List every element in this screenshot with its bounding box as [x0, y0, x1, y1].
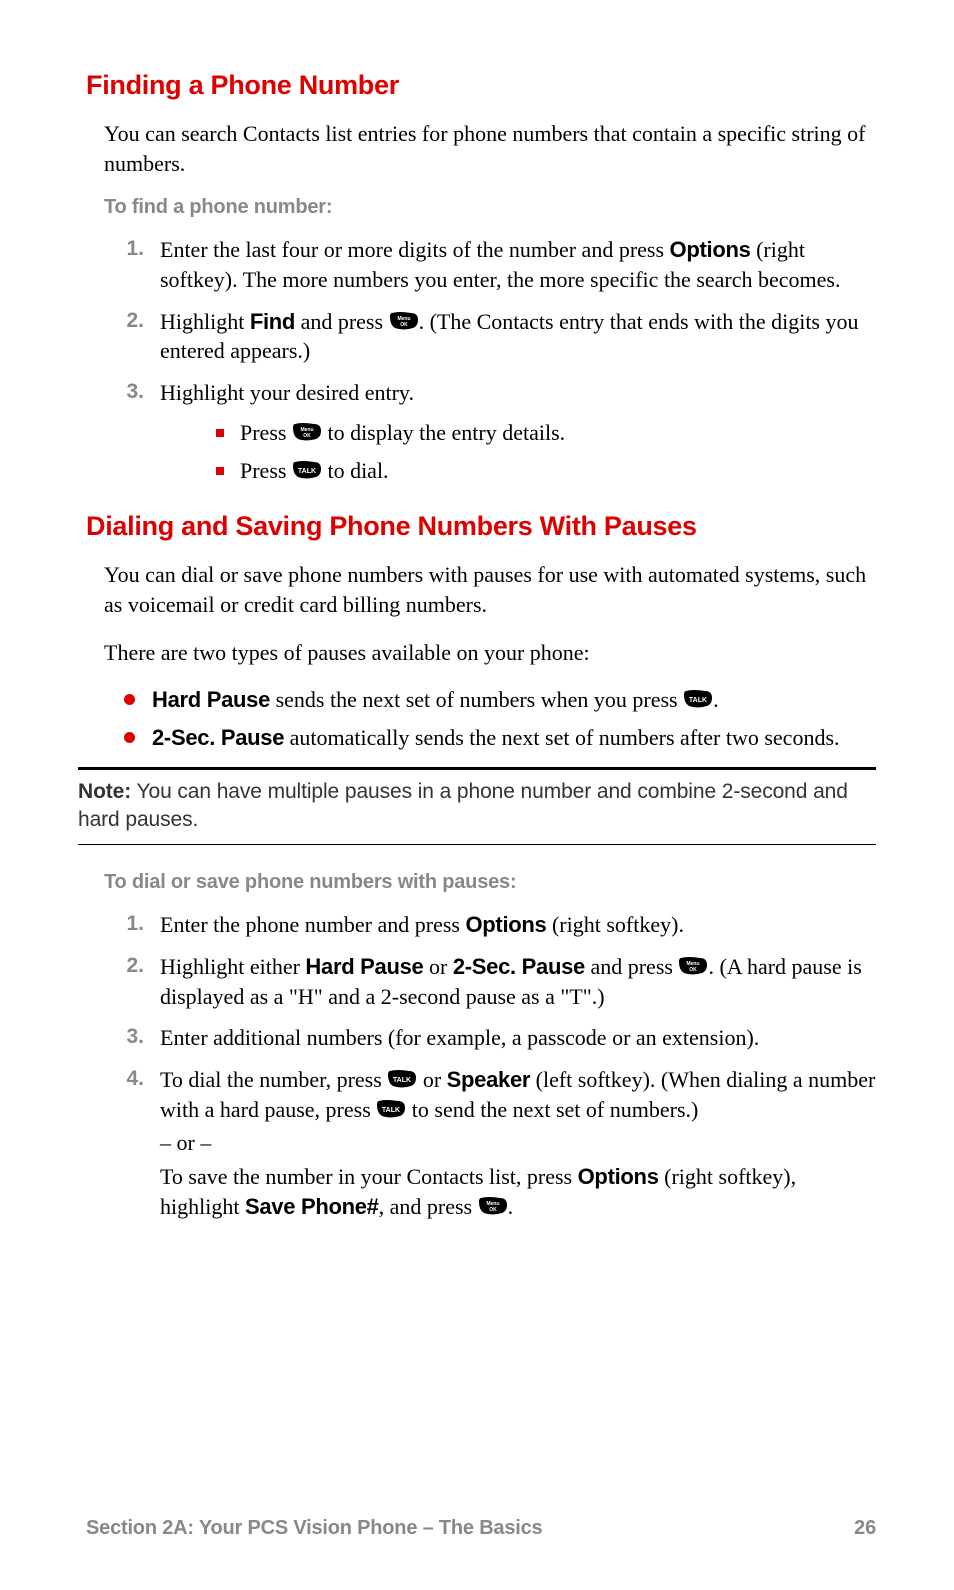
intro-text: You can search Contacts list entries for… — [104, 119, 876, 178]
step-3: 3. Highlight your desired entry. Press M… — [104, 378, 876, 485]
step-text: and press — [295, 309, 388, 334]
steps-find: 1. Enter the last four or more digits of… — [104, 235, 876, 485]
heading-dialing: Dialing and Saving Phone Numbers With Pa… — [86, 511, 876, 542]
note-box: Note: You can have multiple pauses in a … — [78, 767, 876, 846]
step-number: 2. — [104, 952, 144, 980]
step-1: 1. Enter the phone number and press Opti… — [104, 910, 876, 940]
bullet-2sec-pause: 2-Sec. Pause automatically sends the nex… — [124, 723, 876, 753]
substep: Press MenuOK to display the entry detail… — [216, 418, 876, 448]
talk-key-icon: TALK — [376, 1099, 406, 1119]
step-4: 4. To dial the number, press TALK or Spe… — [104, 1065, 876, 1221]
substeps: Press MenuOK to display the entry detail… — [216, 418, 876, 485]
step-2: 2. Highlight either Hard Pause or 2-Sec.… — [104, 952, 876, 1011]
substep-text: Press — [240, 458, 292, 483]
talk-key-icon: TALK — [683, 689, 713, 709]
options-label: Options — [670, 237, 751, 262]
step-number: 3. — [104, 1023, 144, 1051]
step-text: or — [423, 954, 452, 979]
intro-text: There are two types of pauses available … — [104, 638, 876, 668]
bullet-text: . — [713, 687, 719, 712]
svg-text:OK: OK — [303, 433, 311, 439]
step-text: to send the next set of numbers.) — [406, 1097, 698, 1122]
step-number: 1. — [104, 235, 144, 263]
bullet-hard-pause: Hard Pause sends the next set of numbers… — [124, 685, 876, 715]
bullet-text: sends the next set of numbers when you p… — [270, 687, 683, 712]
step-text: (right softkey). — [546, 912, 683, 937]
options-label: Options — [465, 912, 546, 937]
svg-text:TALK: TALK — [382, 1107, 400, 1114]
talk-key-icon: TALK — [292, 460, 322, 480]
steps-dial-save: 1. Enter the phone number and press Opti… — [104, 910, 876, 1221]
substep-text: Press — [240, 420, 292, 445]
step-text: . — [508, 1194, 514, 1219]
footer-section: Section 2A: Your PCS Vision Phone – The … — [86, 1517, 542, 1540]
svg-text:OK: OK — [400, 322, 408, 328]
svg-text:OK: OK — [690, 967, 698, 973]
speaker-label: Speaker — [447, 1067, 531, 1092]
menu-ok-key-icon: MenuOK — [389, 311, 419, 331]
step-1: 1. Enter the last four or more digits of… — [104, 235, 876, 294]
hard-pause-label: Hard Pause — [152, 687, 270, 712]
subhead-dial-save: To dial or save phone numbers with pause… — [104, 871, 876, 894]
step-text: and press — [585, 954, 678, 979]
subhead-find: To find a phone number: — [104, 196, 876, 219]
menu-ok-key-icon: MenuOK — [678, 956, 708, 976]
twosec-pause-label: 2-Sec. Pause — [453, 954, 585, 979]
note-label: Note: — [78, 780, 131, 803]
step-3: 3. Enter additional numbers (for example… — [104, 1023, 876, 1053]
menu-ok-key-icon: MenuOK — [292, 422, 322, 442]
step-number: 4. — [104, 1065, 144, 1093]
substep: Press TALK to dial. — [216, 456, 876, 486]
substep-text: to display the entry details. — [322, 420, 565, 445]
step-number: 1. — [104, 910, 144, 938]
step-number: 3. — [104, 378, 144, 406]
svg-text:TALK: TALK — [689, 697, 707, 704]
bullet-text: automatically sends the next set of numb… — [284, 725, 839, 750]
talk-key-icon: TALK — [387, 1069, 417, 1089]
step-text: or — [417, 1067, 446, 1092]
step-number: 2. — [104, 307, 144, 335]
step-text: To save the number in your Contacts list… — [160, 1164, 578, 1189]
page-number: 26 — [854, 1517, 876, 1540]
heading-finding: Finding a Phone Number — [86, 70, 876, 101]
step-text: Highlight your desired entry. — [160, 380, 414, 405]
find-label: Find — [250, 309, 295, 334]
step-text: Enter the last four or more digits of th… — [160, 237, 670, 262]
step-text: Highlight — [160, 309, 250, 334]
intro-text: You can dial or save phone numbers with … — [104, 560, 876, 619]
twosec-pause-label: 2-Sec. Pause — [152, 725, 284, 750]
step-text: Enter additional numbers (for example, a… — [160, 1025, 759, 1050]
step-text: Highlight either — [160, 954, 305, 979]
substep-text: to dial. — [322, 458, 389, 483]
step-text: To dial the number, press — [160, 1067, 387, 1092]
hard-pause-label: Hard Pause — [305, 954, 423, 979]
note-body: You can have multiple pauses in a phone … — [78, 780, 848, 831]
svg-text:TALK: TALK — [393, 1077, 411, 1084]
svg-text:OK: OK — [489, 1207, 497, 1213]
save-phone-label: Save Phone# — [245, 1194, 379, 1219]
step-2: 2. Highlight Find and press MenuOK. (The… — [104, 307, 876, 366]
svg-text:TALK: TALK — [298, 468, 316, 475]
pause-types: Hard Pause sends the next set of numbers… — [124, 685, 876, 752]
step-text: Enter the phone number and press — [160, 912, 465, 937]
options-label: Options — [578, 1164, 659, 1189]
menu-ok-key-icon: MenuOK — [478, 1196, 508, 1216]
or-separator: – or – — [160, 1128, 876, 1158]
step-text: , and press — [379, 1194, 478, 1219]
page-footer: Section 2A: Your PCS Vision Phone – The … — [86, 1517, 876, 1540]
